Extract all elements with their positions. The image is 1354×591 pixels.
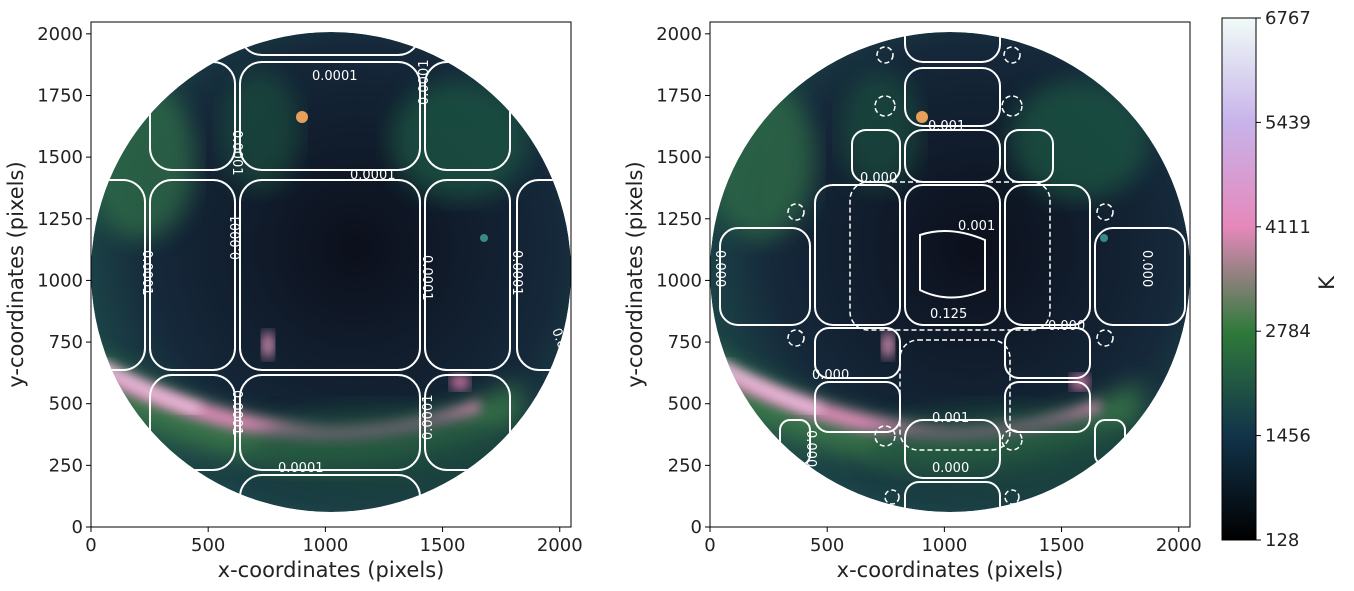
left-contour-labels: 0.0001 0.0001 0.0001 0.0001 0.0001 0.000… — [139, 60, 578, 533]
contour-label: 0.0001 — [229, 130, 244, 176]
contour-label: 0.001 — [958, 219, 995, 234]
y-tick-label: 1250 — [37, 209, 83, 230]
colorbar-tick-label: 4111 — [1265, 217, 1311, 238]
contour-label: 0.001 — [932, 411, 969, 426]
contour-label: 0.001 — [928, 119, 965, 134]
y-tick-label: 500 — [668, 394, 702, 415]
y-tick-label: 1000 — [656, 270, 702, 291]
y-tick-label: 0 — [72, 517, 83, 538]
contour-label: 0.125 — [930, 307, 967, 322]
x-tick-label: 1000 — [302, 535, 348, 556]
x-tick-label: 500 — [810, 535, 844, 556]
x-tick-label: 0 — [85, 535, 96, 556]
right-contours-dashed — [787, 46, 1114, 505]
colorbar-tick-label: 5439 — [1265, 112, 1311, 133]
contour-label: 0.0001 — [278, 461, 324, 476]
colorbar-tick-label: 2784 — [1265, 321, 1311, 342]
y-tick-label: 1750 — [37, 85, 83, 106]
x-tick-label: 1000 — [921, 535, 967, 556]
colorbar-tick-label: 6767 — [1265, 8, 1311, 29]
contour-label: 0.000 — [712, 250, 727, 287]
contour-label: 0.000 — [1139, 250, 1154, 287]
x-tick-label: 2000 — [537, 535, 583, 556]
y-tick-label: 750 — [49, 332, 83, 353]
contour-label: 0.0001 — [139, 250, 154, 296]
x-tick-label: 2000 — [1156, 535, 1202, 556]
y-tick-label: 250 — [49, 455, 83, 476]
x-axis-label: x-coordinates (pixels) — [218, 558, 445, 582]
colorbar-ticks: 6767 5439 4111 2784 1456 128 — [1256, 8, 1311, 551]
contour-label: 0.0001 — [419, 255, 434, 301]
x-axis-label: x-coordinates (pixels) — [837, 558, 1064, 582]
right-axes: 0 500 1000 1500 2000 0 250 500 750 1000 1250 1500 17… — [623, 21, 1202, 582]
y-tick-label: 1250 — [656, 209, 702, 230]
contour-label: 0.0001 — [312, 69, 358, 84]
contour-label: 0.0001 — [229, 215, 244, 261]
x-tick-label: 500 — [191, 535, 225, 556]
y-tick-label: 1500 — [656, 147, 702, 168]
contour-label: 0.000 — [812, 368, 849, 383]
contour-label: 0.000 — [932, 461, 969, 476]
plot-frame — [709, 21, 1191, 528]
colorbar-tick-label: 1456 — [1265, 426, 1311, 447]
contour-label: 0.000 — [1048, 319, 1085, 334]
contour-label: 0.000 — [935, 21, 972, 36]
y-tick-label: 2000 — [37, 24, 83, 45]
y-tick-label: 500 — [49, 394, 83, 415]
right-panel: 0.000 0.001 0.125 0.000 0.001 0.000 0.00… — [623, 21, 1202, 582]
colorbar-gradient — [1221, 17, 1257, 541]
plot-frame — [90, 21, 572, 528]
y-tick-label: 1000 — [37, 270, 83, 291]
colorbar-tick-label: 128 — [1265, 530, 1299, 551]
y-tick-label: 250 — [668, 455, 702, 476]
x-tick-label: 0 — [704, 535, 715, 556]
y-tick-label: 1750 — [656, 85, 702, 106]
contour-label: 0.0001 — [417, 60, 432, 106]
x-tick-label: 1500 — [1039, 535, 1085, 556]
y-tick-label: 0 — [691, 517, 702, 538]
y-axis-label: y-coordinates (pixels) — [4, 161, 28, 387]
x-tick-label: 1500 — [420, 535, 466, 556]
contour-label: 0.000 — [803, 430, 818, 467]
left-axes: 0 500 1000 1500 2000 0 250 500 750 1000 1250 1500 17… — [4, 21, 583, 582]
y-tick-label: 1500 — [37, 147, 83, 168]
contour-label: 0.0001 — [300, 517, 346, 532]
colorbar: 6767 5439 4111 2784 1456 128 K — [1221, 8, 1339, 551]
right-contour-labels: 0.000 0.001 0.125 0.000 0.001 0.000 0.00… — [712, 21, 1154, 476]
contour-label: 0.000 — [860, 171, 897, 186]
contour-label: 0.0001 — [509, 250, 524, 296]
y-tick-label: 2000 — [656, 24, 702, 45]
contour-label: 0.0001 — [421, 395, 436, 441]
left-panel: 0.0001 0.0001 0.0001 0.0001 0.0001 0.000… — [4, 21, 583, 582]
contour-label: 0.0001 — [229, 390, 244, 436]
y-axis-label: y-coordinates (pixels) — [623, 161, 647, 387]
right-sky-map — [710, 32, 1190, 512]
y-tick-label: 750 — [668, 332, 702, 353]
colorbar-label: K — [1315, 275, 1339, 290]
contour-label: 0.0001 — [350, 168, 396, 183]
